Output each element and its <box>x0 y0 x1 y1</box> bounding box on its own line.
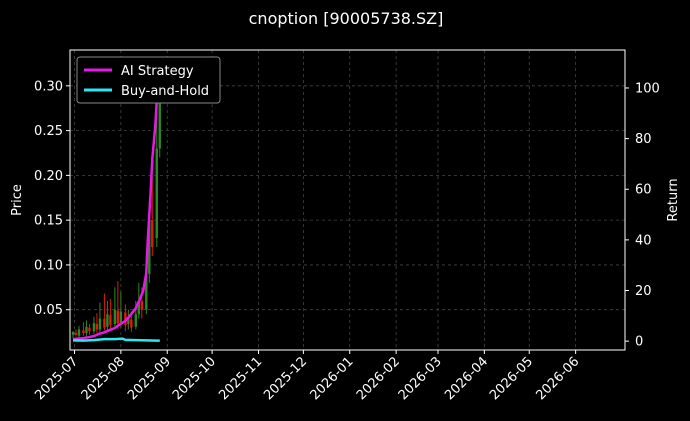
y-tick-label: 0.10 <box>34 258 63 273</box>
series-line-ai-strategy <box>72 72 162 341</box>
y2-tick-label: 80 <box>635 132 652 147</box>
legend-label-buy-and-hold: Buy-and-Hold <box>121 84 209 99</box>
y2-tick-label: 100 <box>635 81 660 96</box>
series-line-buy-and-hold <box>72 337 160 342</box>
y-axis-left: 0.05 0.10 0.15 0.20 0.25 0.30 <box>34 79 70 318</box>
candle-body <box>106 314 109 327</box>
candle-body <box>103 318 106 328</box>
candle-body <box>148 220 151 274</box>
y2-tick-label: 40 <box>635 233 652 248</box>
candle-body <box>85 326 88 333</box>
y-tick-label: 0.15 <box>34 214 63 229</box>
y2-tick-label: 0 <box>635 335 643 350</box>
candle-body <box>124 312 127 325</box>
candle-body <box>77 329 81 336</box>
legend: AI Strategy Buy-and-Hold <box>76 56 221 104</box>
candle-body <box>95 324 99 330</box>
candle-body <box>116 310 120 324</box>
candle-body <box>71 332 75 335</box>
candle-body <box>134 314 138 327</box>
candle-body <box>130 319 133 328</box>
chart-title: cnoption [90005738.SZ] <box>249 9 444 28</box>
legend-label-ai-strategy: AI Strategy <box>121 64 194 79</box>
candle-body <box>127 318 130 325</box>
y-tick-label: 0.20 <box>34 169 63 184</box>
candle-body <box>119 311 123 323</box>
candle-body <box>109 315 112 325</box>
candle-body <box>82 330 85 333</box>
y-tick-label: 0.05 <box>34 303 63 318</box>
candle-body <box>98 318 102 330</box>
plot-frame <box>69 49 626 351</box>
candle-body <box>92 323 96 332</box>
y-tick-label: 0.30 <box>34 79 63 94</box>
y2-tick-label: 20 <box>635 284 652 299</box>
legend-box <box>76 56 221 104</box>
y-axis-right: 0 20 40 60 80 100 <box>625 81 660 350</box>
candle-body <box>155 148 158 239</box>
line-series <box>72 72 162 342</box>
y2-tick-label: 60 <box>635 183 652 198</box>
candle-body <box>145 273 148 310</box>
candle-body <box>151 220 154 248</box>
candle-body <box>88 327 91 332</box>
y-tick-label: 0.25 <box>34 124 63 139</box>
y2-axis-label: Return <box>666 178 681 221</box>
candle-body <box>74 332 78 335</box>
y-axis-label: Price <box>10 184 25 216</box>
candle-body <box>140 300 144 310</box>
candle-body <box>113 309 117 325</box>
candle-body <box>137 300 141 315</box>
candle-body <box>158 76 161 149</box>
